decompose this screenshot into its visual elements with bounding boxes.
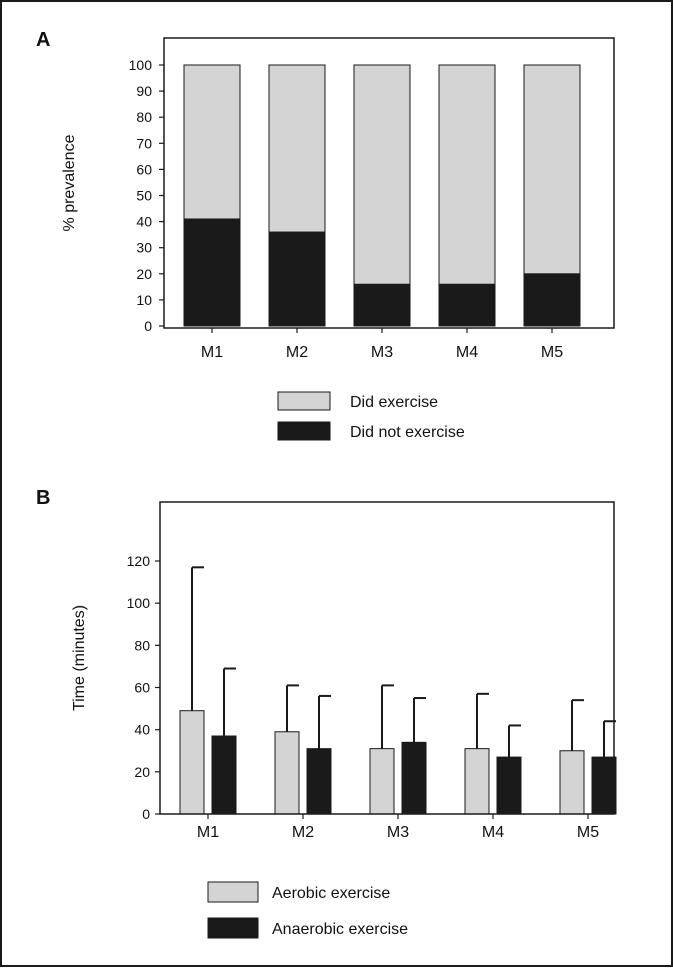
panel-b-x-ticks: M1 M2 M3 M4 M5 <box>197 814 599 841</box>
panel-a-y-tick-label: 90 <box>136 83 152 99</box>
panel-a-legend-swatch-did-exercise <box>277 391 331 411</box>
panel-b-y-axis-label: Time (minutes) <box>71 605 88 711</box>
panel-a-y-tick-label: 50 <box>136 188 152 204</box>
panel-b-x-tick-label: M4 <box>482 824 504 841</box>
panel-b-bar-aerobic-exercise-m1 <box>179 710 205 815</box>
panel-b-y-tick-label: 120 <box>127 553 151 569</box>
panel-b-legend-label-anaerobic-exercise: Anaerobic exercise <box>272 921 408 938</box>
panel-b-plot-frame <box>159 501 615 815</box>
panel-b-bar-aerobic-exercise-m2 <box>274 731 300 815</box>
panel-a-y-tick-label: 100 <box>129 57 153 73</box>
panel-b-bar-anaerobic-exercise-m1 <box>211 735 237 815</box>
panel-a-bar-did-not-exercise-m3 <box>353 283 411 327</box>
panel-a-y-tick-label: 0 <box>144 318 152 334</box>
panel-a-x-tick-label: M5 <box>541 344 563 361</box>
panel-a-x-tick-label: M1 <box>201 344 223 361</box>
panel-a-bars <box>183 64 581 327</box>
panel-b-bar-anaerobic-exercise-m3 <box>401 741 427 815</box>
panel-b-bar-aerobic-exercise-m3 <box>369 748 395 815</box>
panel-a-x-tick-label: M4 <box>456 344 478 361</box>
panel-a-plot-frame <box>163 37 615 329</box>
panel-b-x-tick-label: M5 <box>577 824 599 841</box>
panel-b-legend-label-aerobic-exercise: Aerobic exercise <box>272 885 390 902</box>
panel-b-bar-anaerobic-exercise-m5 <box>591 756 617 815</box>
panel-a-y-axis-label: % prevalence <box>61 134 78 231</box>
panel-a-y-tick-label: 60 <box>136 161 152 177</box>
panel-b-y-tick-label: 80 <box>134 637 150 653</box>
panel-a-y-tick-label: 20 <box>136 266 152 282</box>
panel-b-bar-anaerobic-exercise-m4 <box>496 756 522 815</box>
panel-b-x-tick-label: M3 <box>387 824 409 841</box>
panel-b-x-tick-label: M1 <box>197 824 219 841</box>
panel-a-legend: Did exercise Did not exercise <box>277 391 465 441</box>
panel-a-bar-did-exercise-m5 <box>523 64 581 275</box>
panel-a-x-tick-label: M3 <box>371 344 393 361</box>
panel-a-y-ticks: 0 10 20 30 40 50 60 70 80 90 100 <box>129 57 164 334</box>
panel-a-bar-did-exercise-m2 <box>268 64 326 233</box>
panel-b-y-tick-label: 60 <box>134 680 150 696</box>
panel-b-label: B <box>36 487 50 509</box>
panel-b-y-tick-label: 100 <box>127 595 151 611</box>
panel-a-legend-swatch-did-not-exercise <box>277 421 331 441</box>
panel-a-y-tick-label: 80 <box>136 109 152 125</box>
panel-b-legend-swatch-aerobic-exercise <box>207 881 259 903</box>
panel-b-y-tick-label: 20 <box>134 764 150 780</box>
panel-a-bar-did-not-exercise-m4 <box>438 283 496 327</box>
panel-a-bar-did-not-exercise-m1 <box>183 218 241 327</box>
panel-b-bar-aerobic-exercise-m4 <box>464 748 490 815</box>
panel-b-y-tick-label: 40 <box>134 722 150 738</box>
panel-b-x-tick-label: M2 <box>292 824 314 841</box>
panel-b-y-ticks: 0 20 40 60 80 100 120 <box>127 553 160 822</box>
panel-a-bar-did-exercise-m3 <box>353 64 411 285</box>
panel-a-x-ticks: M1 M2 M3 M4 M5 <box>201 328 563 361</box>
panel-a-y-tick-label: 10 <box>136 292 152 308</box>
panel-a-bar-did-not-exercise-m5 <box>523 273 581 327</box>
panel-a-legend-label-did-exercise: Did exercise <box>350 394 438 411</box>
panel-b-y-tick-label: 0 <box>142 806 150 822</box>
panel-b-legend: Aerobic exercise Anaerobic exercise <box>207 881 408 939</box>
panel-a-bar-did-exercise-m1 <box>183 64 241 220</box>
panel-a: A % prevalence 0 10 20 30 40 50 60 70 80 90 100 M1… <box>36 29 615 441</box>
panel-b-bars <box>179 566 617 815</box>
panel-a-y-tick-label: 70 <box>136 135 152 151</box>
panel-a-label: A <box>36 29 50 51</box>
panel-a-bar-did-exercise-m4 <box>438 64 496 285</box>
panel-b-bar-aerobic-exercise-m5 <box>559 750 585 815</box>
panel-a-bar-did-not-exercise-m2 <box>268 231 326 327</box>
panel-b-bar-anaerobic-exercise-m2 <box>306 748 332 815</box>
panel-a-y-tick-label: 30 <box>136 240 152 256</box>
panel-a-y-tick-label: 40 <box>136 214 152 230</box>
panel-a-x-tick-label: M2 <box>286 344 308 361</box>
panel-b-legend-swatch-anaerobic-exercise <box>207 917 259 939</box>
panel-a-legend-label-did-not-exercise: Did not exercise <box>350 424 465 441</box>
